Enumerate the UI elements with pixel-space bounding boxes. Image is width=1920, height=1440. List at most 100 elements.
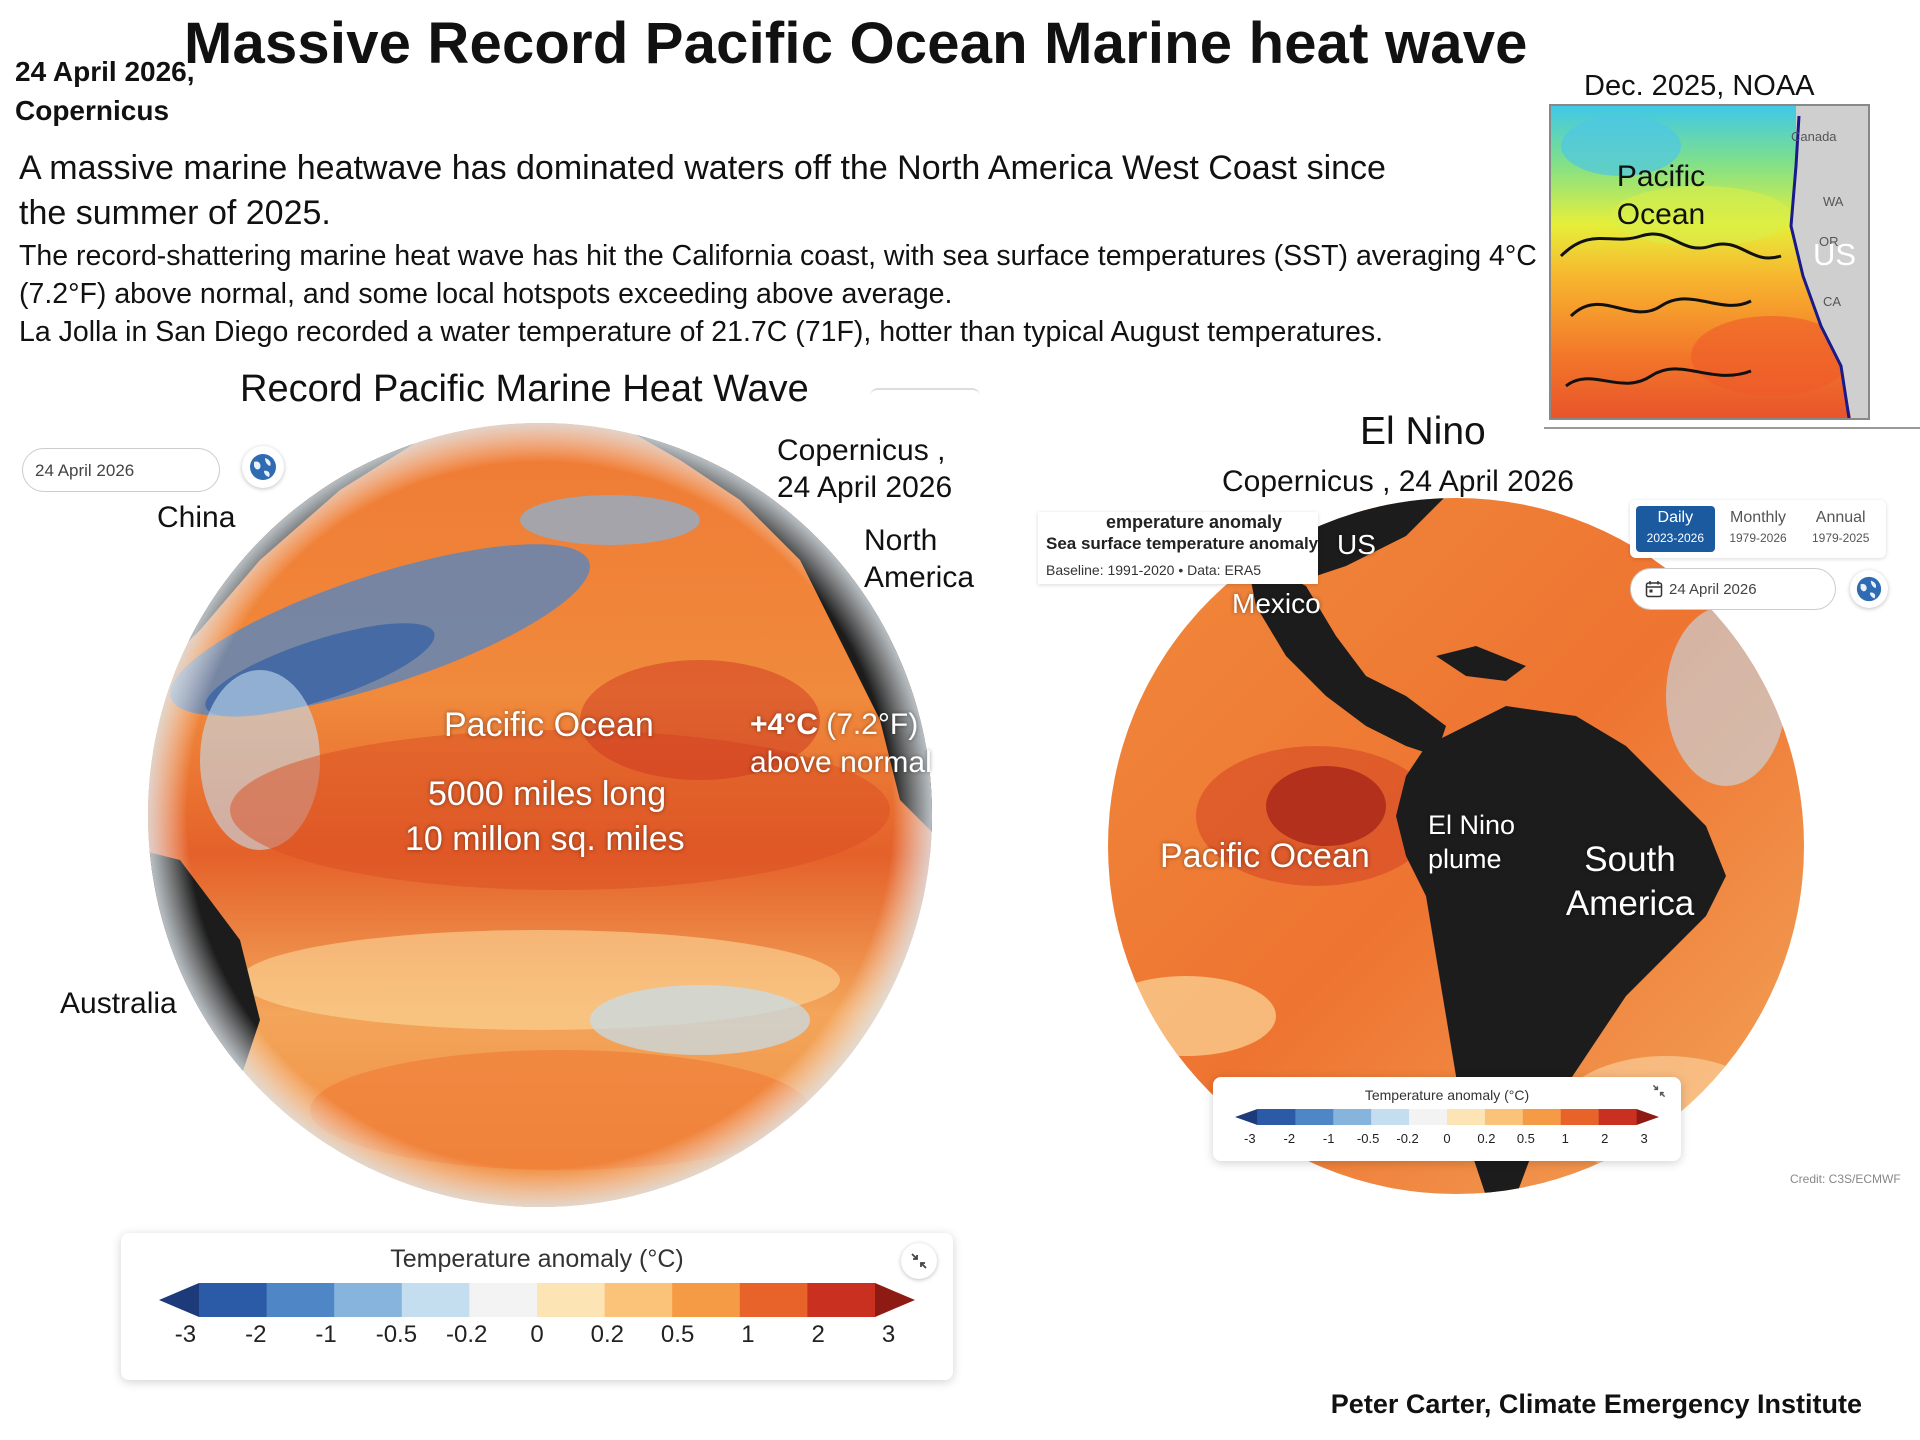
colorbar-segment — [401, 1283, 470, 1317]
anomaly-bold: +4°C — [750, 708, 818, 741]
left-source-label: Copernicus , 24 April 2026 — [777, 432, 977, 506]
colorbar-segment — [1484, 1109, 1524, 1125]
left-legend-collapse-button[interactable] — [901, 1243, 937, 1279]
legend-tick-label: 2 — [1601, 1131, 1609, 1146]
label-anomaly: +4°C (7.2°F) — [750, 706, 918, 743]
intro-line-1: A massive marine heatwave has dominated … — [19, 149, 1386, 232]
legend-tick-label: -1 — [1322, 1131, 1335, 1146]
right-legend-ticks: -3 -2 -1 -0.5 -0.2 0 0.2 0.5 1 2 3 — [1235, 1131, 1659, 1151]
intro-paragraph: The record-shattering marine heat wave h… — [19, 237, 1539, 351]
label-right-pacific: Pacific Ocean — [1160, 837, 1370, 875]
date-source: 24 April 2026, Copernicus — [15, 56, 195, 126]
noaa-label-wa: WA — [1823, 194, 1844, 209]
legend-tick-label: -3 — [1244, 1131, 1256, 1146]
colorbar-segment — [1295, 1109, 1334, 1125]
legend-tick-label: -1 — [315, 1321, 337, 1348]
intro-line-3: La Jolla in San Diego recorded a water t… — [19, 316, 1383, 348]
tab-monthly-range: 1979-2026 — [1729, 531, 1787, 545]
label-australia: Australia — [60, 987, 177, 1020]
left-legend: Temperature anomaly (°C) -3 -2 -1 -0.5 -0.2 0… — [121, 1233, 953, 1380]
legend-tick-label: 0.2 — [1477, 1131, 1496, 1146]
colorbar-segment — [672, 1283, 741, 1317]
legend-tick-label: -2 — [1283, 1131, 1296, 1146]
right-legend-collapse-button[interactable] — [1651, 1083, 1671, 1103]
colorbar-segment — [1257, 1109, 1296, 1125]
legend-tick-label: -0.2 — [1396, 1131, 1419, 1146]
colorbar-segment — [1522, 1109, 1562, 1125]
legend-tick-label: 3 — [881, 1321, 896, 1348]
right-date-picker[interactable]: 24 April 2026 — [1630, 568, 1836, 610]
label-el-nino-plume: El Nino plume — [1428, 810, 1516, 874]
left-panel-decoration — [870, 388, 980, 406]
legend-tick-label: 0 — [1443, 1131, 1451, 1146]
legend-tick-label: -3 — [174, 1321, 197, 1348]
label-area: 10 millon sq. miles — [405, 820, 685, 858]
info-cut-title: emperature anomaly — [1106, 512, 1283, 532]
colorbar-left-arrow — [1235, 1109, 1258, 1125]
right-period-tabs: Daily 2023-2026 Monthly 1979-2026 Annual… — [1630, 500, 1886, 558]
credit-c3s: Credit: C3S/ECMWF — [1790, 1172, 1901, 1186]
colorbar-segment — [739, 1283, 808, 1317]
tab-daily-range: 2023-2026 — [1646, 531, 1705, 545]
legend-tick-label: 3 — [1640, 1131, 1648, 1146]
left-legend-title: Temperature anomaly (°C) — [390, 1245, 684, 1273]
page-title: Massive Record Pacific Ocean Marine heat… — [184, 11, 1528, 76]
calendar-icon — [1645, 581, 1663, 598]
label-pacific-ocean: Pacific Ocean — [444, 706, 654, 744]
noaa-label-canada: Canada — [1791, 129, 1837, 144]
left-source-text: Copernicus , 24 April 2026 — [777, 434, 953, 504]
right-globe-button[interactable] — [1850, 570, 1888, 608]
legend-tick-label: -0.2 — [446, 1321, 488, 1348]
colorbar-segment — [334, 1283, 403, 1317]
left-date-picker[interactable]: 24 April 2026 — [22, 448, 220, 492]
legend-tick-label: 0.5 — [1516, 1131, 1535, 1146]
noaa-label-or: OR — [1819, 234, 1839, 249]
tab-annual-label: Annual — [1815, 509, 1866, 526]
noaa-map-frame — [1544, 99, 1920, 429]
noaa-us-label: US — [1813, 237, 1857, 272]
colorbar-segment — [1371, 1109, 1410, 1125]
label-above-normal: above normal — [750, 746, 932, 779]
label-mexico: Mexico — [1232, 588, 1321, 619]
anomaly-rest: (7.2°F) — [826, 708, 919, 741]
colorbar-segment — [199, 1283, 268, 1317]
legend-tick-label: 1 — [741, 1321, 755, 1348]
colorbar-segment — [1598, 1109, 1637, 1125]
colorbar-right-arrow — [875, 1283, 915, 1317]
colorbar-right-arrow — [1636, 1109, 1659, 1125]
tab-monthly-label: Monthly — [1729, 509, 1787, 526]
label-south-america: South America — [1565, 840, 1695, 923]
colorbar-segment — [604, 1283, 673, 1317]
colorbar-segment — [1333, 1109, 1372, 1125]
label-china: China — [157, 501, 236, 534]
collapse-arrows-icon — [911, 1253, 927, 1269]
legend-tick-label: 0 — [530, 1321, 544, 1348]
legend-tick-label: -2 — [245, 1321, 267, 1348]
right-legend-title: Temperature anomaly (°C) — [1364, 1087, 1530, 1103]
noaa-label-ca: CA — [1823, 294, 1841, 309]
tab-daily-label: Daily — [1657, 509, 1694, 526]
right-info-box: emperature anomaly Sea surface temperatu… — [1038, 512, 1318, 584]
pacific-globe — [148, 423, 932, 1207]
right-panel-title: El Nino — [1360, 410, 1486, 453]
colorbar-segment — [266, 1283, 335, 1317]
right-legend-colorbar — [1235, 1109, 1659, 1125]
left-globe-button[interactable] — [242, 446, 284, 488]
tab-daily[interactable]: Daily 2023-2026 — [1636, 506, 1715, 552]
colorbar-segment — [1447, 1109, 1486, 1125]
noaa-ocean-label: Pacific Ocean — [1616, 160, 1706, 231]
colorbar-segment — [537, 1283, 606, 1317]
colorbar-left-arrow — [159, 1283, 199, 1317]
tab-monthly[interactable]: Monthly 1979-2026 — [1719, 506, 1798, 552]
colorbar-segment — [1560, 1109, 1599, 1125]
globe-icon — [1856, 576, 1882, 602]
right-legend: Temperature anomaly (°C) -3 -2 -1 -0.5 -0.2 0… — [1213, 1077, 1681, 1161]
noaa-sst-map: Canada WA OR CA Pacific Ocean US — [1549, 104, 1870, 420]
label-north-america: North America — [864, 524, 975, 594]
tab-annual[interactable]: Annual 1979-2025 — [1801, 506, 1880, 552]
legend-tick-label: 0.5 — [660, 1321, 695, 1348]
noaa-map-label: Dec. 2025, NOAA — [1584, 70, 1815, 102]
label-us: US — [1337, 529, 1376, 560]
label-length: 5000 miles long — [428, 775, 667, 813]
tab-annual-range: 1979-2025 — [1811, 531, 1870, 545]
